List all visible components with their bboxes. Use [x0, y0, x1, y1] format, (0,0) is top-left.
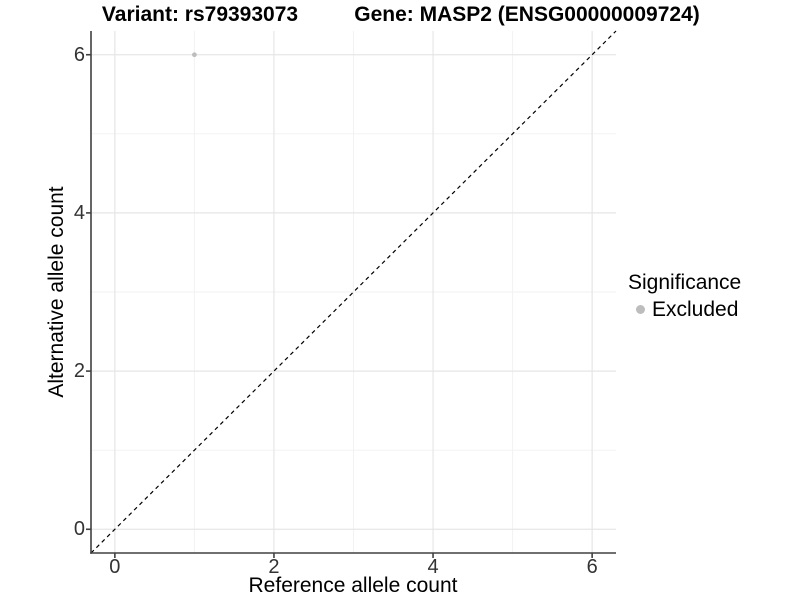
- legend-item-label: Excluded: [652, 298, 739, 321]
- legend-title: Significance: [628, 271, 742, 294]
- gene-title: Gene: MASP2 (ENSG00000009724): [354, 3, 700, 26]
- identity-dashed-line: [90, 30, 617, 554]
- variant-title: Variant: rs79393073: [101, 3, 299, 26]
- x-tick-label: 2: [268, 556, 280, 578]
- y-axis-title: Alternative allele count: [45, 186, 68, 398]
- x-tick-label: 4: [427, 556, 439, 578]
- data-point: [192, 52, 197, 58]
- y-tick-label: 2: [73, 360, 85, 383]
- y-tick-label: 4: [73, 201, 85, 224]
- legend: Significance Excluded: [628, 270, 741, 322]
- legend-item-excluded: Excluded: [636, 297, 741, 322]
- x-axis-title: Reference allele count: [248, 574, 458, 597]
- y-tick-label: 6: [73, 43, 85, 66]
- x-tick-label: 0: [109, 556, 121, 578]
- x-tick-label: 6: [586, 556, 598, 578]
- y-tick-label: 0: [73, 518, 85, 541]
- excluded-point-icon: [636, 305, 645, 314]
